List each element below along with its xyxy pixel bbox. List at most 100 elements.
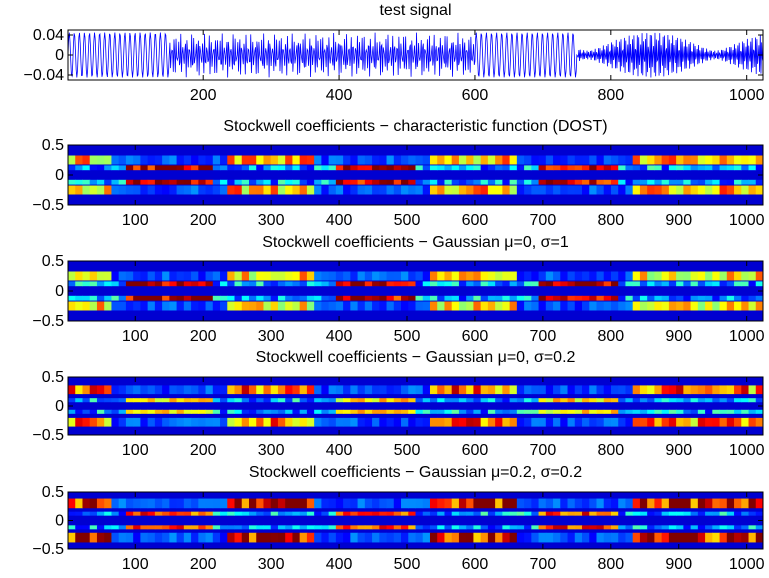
heatmap-cell [748,532,757,543]
heatmap-cell [118,179,127,185]
heatmap-cell [169,532,178,543]
heatmap-cell [212,179,221,185]
heatmap-cell [524,301,532,311]
heatmap-cell [661,511,670,516]
heatmap-cell [415,525,424,530]
heatmap-cell [82,185,91,195]
heatmap-cell [118,271,127,281]
heatmap-cell [314,385,322,395]
heatmap-cell [553,155,561,165]
heatmap-cell [502,271,511,281]
heatmap-cell [415,417,424,427]
heatmap-cell [596,409,605,414]
heatmap-cell [162,385,170,395]
heatmap-cell [191,295,199,301]
heatmap-cell [560,155,569,165]
heatmap-cell [553,409,561,414]
heatmap-cell [133,155,141,165]
heatmap-cell [726,179,735,185]
heatmap-cell [647,417,655,427]
heatmap-cell [502,165,511,171]
heatmap-cell [697,165,706,171]
heatmap-cell [256,179,264,185]
heatmap-cell [212,511,221,516]
heatmap-cell [422,301,431,311]
heatmap-cell [596,281,605,287]
heatmap-cell [133,417,141,427]
heatmap-cell [357,185,366,195]
heatmap-cell [473,409,482,414]
heatmap-cell [111,281,120,287]
heatmap-cell [480,155,489,165]
heatmap-cell [321,179,330,185]
heatmap-cell [147,409,156,414]
heatmap-cell [379,185,388,195]
heatmap-cell [429,409,438,414]
heatmap-cell [458,271,467,281]
heatmap-cell [198,295,207,301]
heatmap-cell [502,532,511,543]
heatmap-cell [618,409,626,414]
heatmap-cell [668,511,677,516]
heatmap-cell [248,532,257,543]
heatmap-cell [364,165,373,171]
heatmap-cell [364,398,373,403]
heatmap-cell [401,301,409,311]
heatmap-cell [321,525,330,530]
heatmap-cell [639,532,648,543]
heatmap-cell [726,398,735,403]
heatmap-cell [647,185,655,195]
heatmap-cell [618,525,626,530]
heatmap-cell [306,525,315,530]
heatmap-cell [582,525,590,530]
heatmap-cell [104,385,112,395]
heatmap-cell [741,498,750,509]
heatmap-cell [429,511,438,516]
heatmap-cell [364,532,373,543]
heatmap-cell [393,385,402,395]
heatmap-cell [183,498,192,509]
heatmap-cell [668,532,677,543]
heatmap-cell [379,281,388,287]
heatmap-cell [372,271,380,281]
heatmap-cell [111,409,120,414]
heatmap-cell [140,409,149,414]
heatmap-cell [458,185,467,195]
heatmap-cell [560,385,569,395]
heatmap-cell [748,271,757,281]
heatmap-cell [429,417,438,427]
heatmap-cell [154,295,163,301]
heatmap-cell [386,532,395,543]
heatmap-cell [162,498,170,509]
heatmap-cell [343,155,351,165]
heatmap-cell [712,155,721,165]
heatmap-cell [198,301,207,311]
heatmap-cell [516,295,525,301]
y-tick-label: 0.04 [33,27,64,44]
heatmap-cell [169,417,178,427]
heatmap-cell [625,271,634,281]
heatmap-cell [422,532,431,543]
heatmap-cell [618,417,626,427]
heatmap-cell [690,417,699,427]
heatmap-cell [335,498,344,509]
heatmap-cell [198,417,207,427]
heatmap-cell [480,409,489,414]
heatmap-cell [473,185,482,195]
heatmap-cell [220,498,228,509]
heatmap-cell [350,532,359,543]
heatmap-cell [140,281,149,287]
heatmap-cell [205,185,214,195]
heatmap-cell [676,165,684,171]
heatmap-cell [654,185,663,195]
heatmap-cell [603,417,612,427]
heatmap-cell [335,511,344,516]
heatmap-cell [111,155,120,165]
heatmap-cell [422,385,431,395]
heatmap-cell [111,301,120,311]
heatmap-cell [343,165,351,171]
heatmap-cell [285,281,293,287]
heatmap-cell [697,301,706,311]
heatmap-cell [705,165,713,171]
heatmap-cell [314,398,322,403]
